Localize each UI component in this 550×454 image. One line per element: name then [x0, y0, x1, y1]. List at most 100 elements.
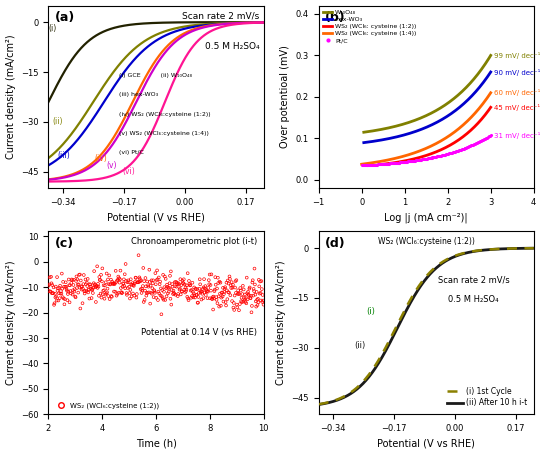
Point	[160, 283, 169, 291]
Point	[50, 301, 58, 308]
Point	[67, 276, 76, 283]
Point	[248, 302, 256, 310]
Point	[137, 289, 146, 296]
Point	[131, 274, 140, 281]
Point	[248, 279, 257, 286]
Point	[222, 279, 231, 286]
Point	[147, 290, 156, 297]
Point	[68, 276, 76, 284]
Point	[77, 286, 86, 293]
Point	[95, 273, 104, 281]
Point	[229, 299, 238, 306]
Point	[45, 274, 54, 281]
Point	[236, 297, 245, 305]
Point	[244, 288, 252, 296]
Point	[82, 287, 91, 295]
Point	[74, 281, 83, 288]
Point	[254, 299, 263, 306]
Point	[50, 300, 59, 307]
Point	[150, 286, 158, 294]
Text: (iii): (iii)	[57, 151, 70, 159]
Point	[180, 281, 189, 288]
Point	[83, 282, 92, 290]
Point	[170, 279, 179, 286]
Point	[61, 283, 70, 291]
Point	[107, 292, 116, 300]
Point	[100, 295, 109, 302]
Point	[189, 294, 197, 301]
Point	[221, 284, 229, 291]
Point	[219, 291, 228, 298]
Point	[109, 288, 118, 295]
Point	[81, 287, 90, 295]
Point	[124, 277, 133, 284]
Point	[192, 286, 201, 293]
Point	[251, 298, 260, 305]
Point	[138, 285, 146, 292]
Point	[85, 286, 94, 294]
Point	[234, 306, 243, 314]
Legend: WS₂ (WCl₆:cysteine (1:2)): WS₂ (WCl₆:cysteine (1:2))	[52, 400, 161, 411]
Y-axis label: Current density (mA/cm²): Current density (mA/cm²)	[6, 261, 15, 385]
Point	[135, 275, 144, 282]
Point	[217, 302, 226, 309]
Point	[253, 301, 262, 309]
Text: 0.5 M H₂SO₄: 0.5 M H₂SO₄	[448, 296, 499, 304]
Point	[226, 275, 234, 282]
Point	[77, 283, 86, 290]
Point	[211, 274, 219, 281]
Point	[99, 287, 108, 294]
Point	[44, 282, 53, 289]
Point	[65, 281, 74, 289]
Text: (b): (b)	[325, 11, 346, 24]
Point	[133, 291, 141, 298]
Point	[206, 295, 214, 302]
Point	[181, 289, 190, 296]
Point	[57, 287, 65, 295]
Point	[156, 292, 165, 299]
Point	[249, 292, 257, 299]
Point	[167, 268, 175, 275]
Point	[123, 291, 131, 298]
Point	[208, 306, 217, 313]
Point	[199, 285, 207, 292]
Point	[169, 291, 178, 298]
Legend: (i) 1st Cycle, (ii) After 10 h i-t: (i) 1st Cycle, (ii) After 10 h i-t	[444, 384, 530, 410]
Point	[114, 273, 123, 280]
Point	[184, 295, 192, 302]
Point	[102, 270, 111, 277]
Point	[203, 287, 212, 295]
Point	[119, 276, 128, 283]
Point	[205, 276, 213, 284]
Point	[70, 286, 79, 293]
Point	[47, 280, 56, 287]
Point	[224, 289, 233, 296]
Point	[173, 281, 182, 288]
Point	[103, 276, 112, 283]
Point	[164, 284, 173, 291]
Point	[250, 287, 258, 295]
Point	[146, 282, 155, 289]
Point	[230, 284, 239, 291]
Point	[182, 287, 190, 295]
Point	[67, 290, 75, 297]
Point	[239, 282, 248, 289]
Point	[59, 283, 68, 291]
Point	[243, 296, 252, 303]
Point	[92, 283, 101, 290]
Point	[207, 287, 216, 294]
Text: 45 mV/ dec⁻¹: 45 mV/ dec⁻¹	[494, 104, 540, 111]
Point	[144, 283, 153, 290]
Point	[131, 278, 140, 286]
Point	[183, 293, 191, 301]
Point	[179, 280, 188, 287]
Point	[166, 272, 174, 279]
Point	[169, 289, 178, 296]
Point	[255, 290, 264, 297]
Point	[45, 281, 54, 288]
Point	[213, 300, 222, 307]
Text: (v): (v)	[106, 161, 117, 169]
Point	[237, 294, 246, 301]
Point	[250, 265, 259, 272]
Point	[117, 290, 126, 297]
